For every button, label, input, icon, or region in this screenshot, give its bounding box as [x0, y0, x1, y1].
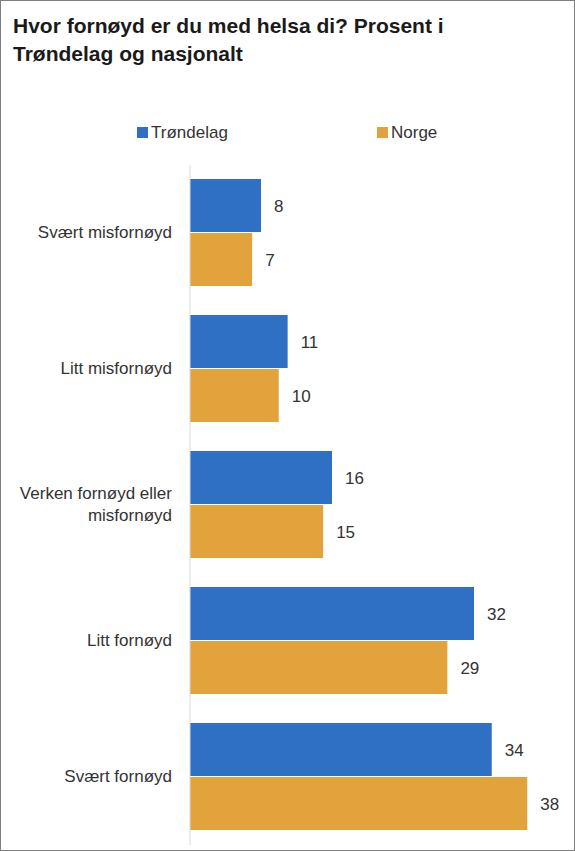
bar [190, 315, 288, 368]
bar [190, 641, 447, 694]
bar [190, 451, 332, 504]
category-label: Svært fornøyd [8, 766, 172, 788]
chart-svg: Trøndelag Norge 8 7 11 10 16 15 32 29 34 38 [0, 0, 575, 851]
category-label: Verken fornøyd eller misfornøyd [8, 483, 172, 527]
data-label: 10 [292, 387, 311, 406]
data-labels: 8 7 11 10 16 15 32 29 34 38 [265, 197, 559, 814]
bar [190, 179, 261, 232]
data-label: 16 [345, 469, 364, 488]
data-label: 7 [265, 251, 274, 270]
chart-root: Hvor fornøyd er du med helsa di? Prosent… [0, 0, 575, 851]
bar [190, 723, 492, 776]
legend-label: Trøndelag [151, 123, 228, 142]
data-label: 15 [336, 523, 355, 542]
bar [190, 369, 279, 422]
category-label: Litt fornøyd [8, 630, 172, 652]
bars [190, 179, 527, 830]
axis-line [190, 165, 191, 845]
category-label: Litt misfornøyd [8, 358, 172, 380]
frame [1, 1, 575, 851]
bar [190, 587, 474, 640]
data-label: 32 [487, 605, 506, 624]
bar [190, 505, 323, 558]
legend-label: Norge [391, 123, 437, 142]
data-label: 8 [274, 197, 283, 216]
legend-swatch [137, 127, 148, 138]
data-label: 29 [460, 659, 479, 678]
data-label: 34 [505, 741, 524, 760]
bar [190, 233, 252, 286]
bar [190, 777, 527, 830]
legend-swatch [377, 127, 388, 138]
data-label: 38 [540, 795, 559, 814]
category-label: Svært misfornøyd [8, 222, 172, 244]
data-label: 11 [301, 333, 319, 352]
title: Hvor fornøyd er du med helsa di? Prosent… [13, 12, 548, 68]
